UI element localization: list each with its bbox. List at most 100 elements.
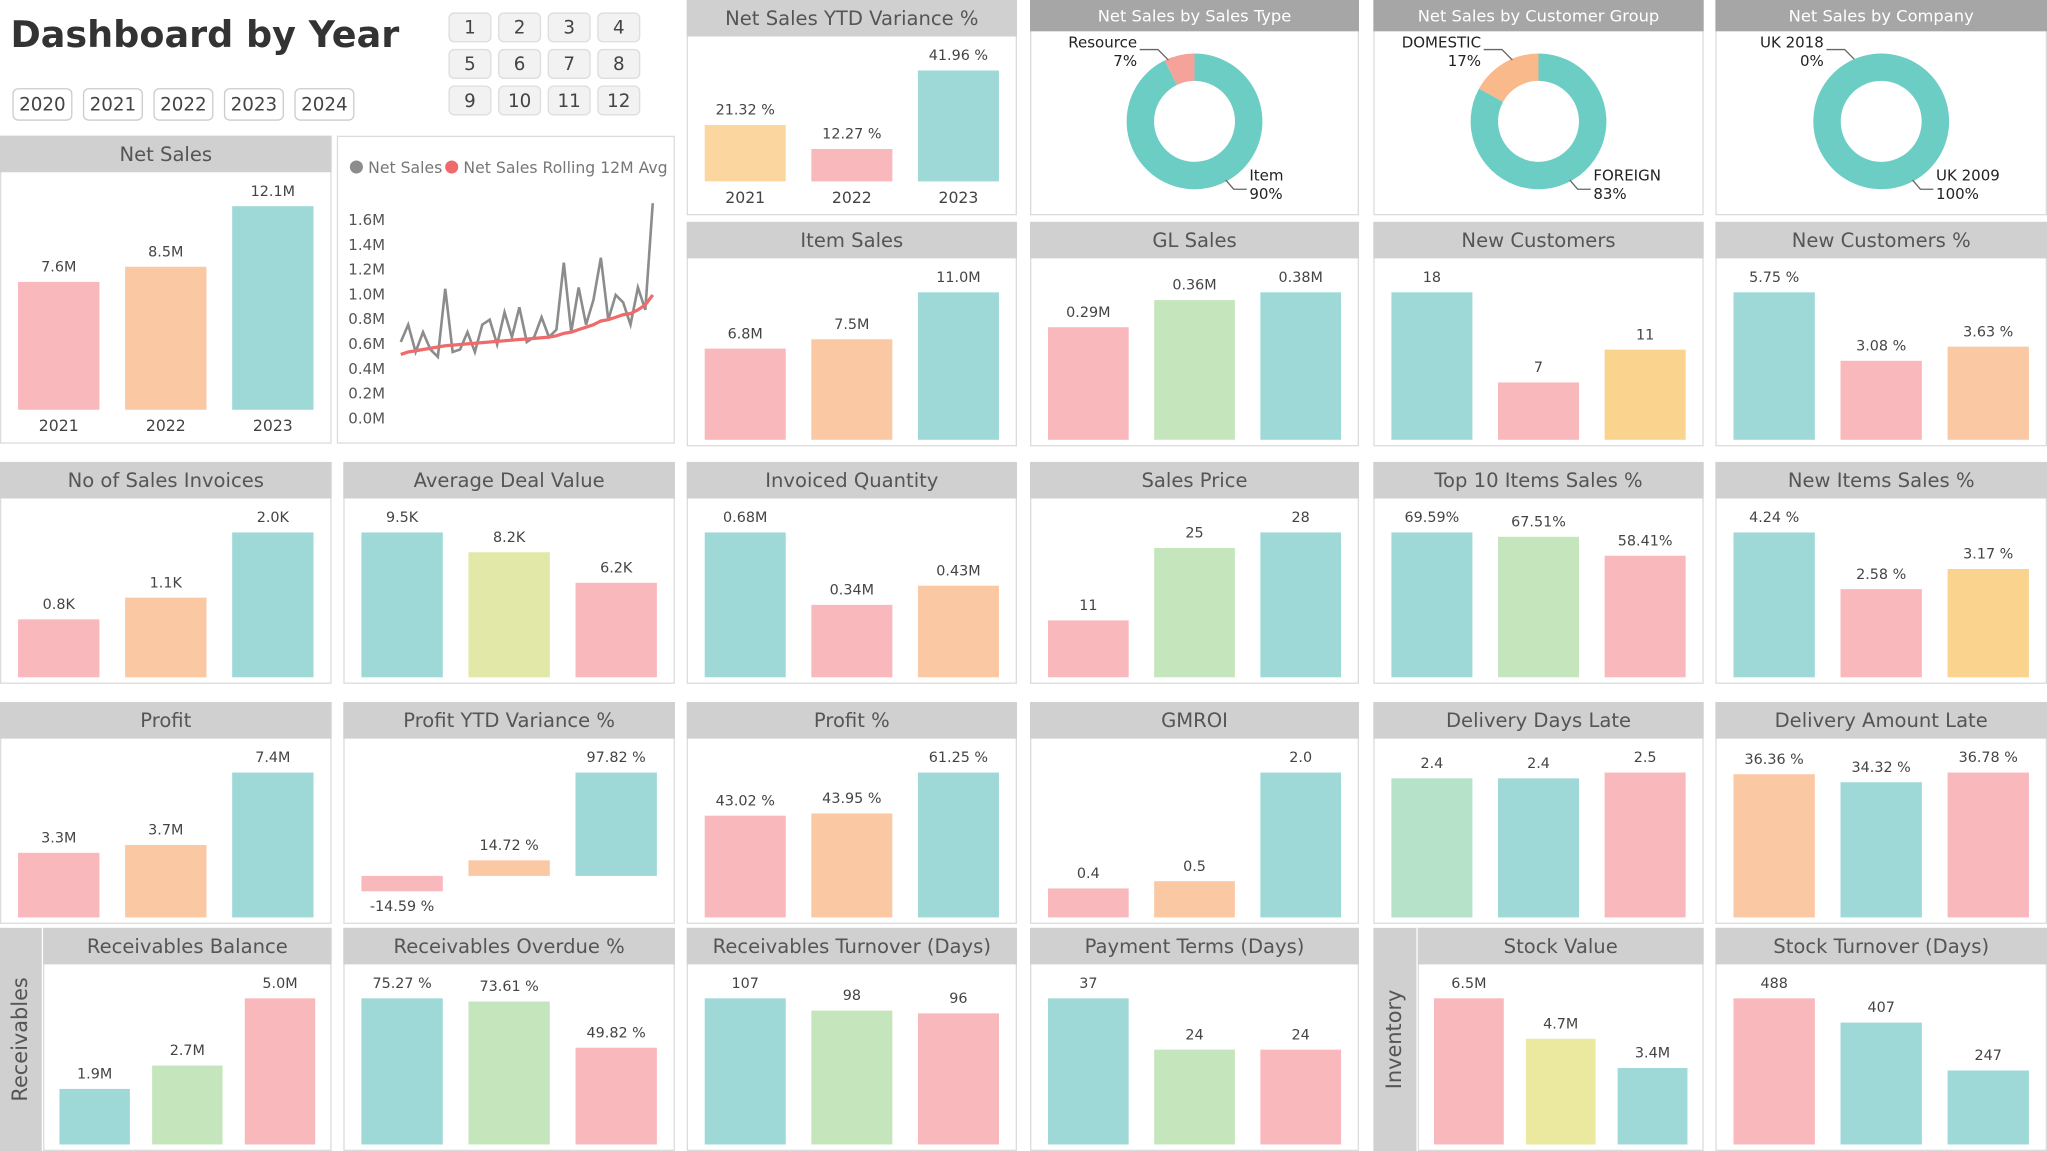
month-button-label[interactable]: 10 [508, 91, 531, 112]
data-label: 96 [949, 991, 967, 1007]
data-label: 67.51% [1511, 514, 1566, 530]
panel-title: Profit [140, 709, 191, 732]
data-label: 8.5M [148, 244, 183, 260]
year-button[interactable] [223, 88, 284, 121]
leader-line [1912, 179, 1934, 190]
month-button-label[interactable]: 5 [464, 54, 476, 75]
month-button-label[interactable]: 2 [514, 18, 526, 39]
bar [1154, 881, 1235, 918]
bar [917, 772, 999, 918]
panel-header [343, 702, 675, 739]
month-button-label[interactable]: 1 [464, 18, 476, 39]
panel-title: Stock Turnover (Days) [1773, 935, 1989, 958]
year-button-label[interactable]: 2024 [301, 95, 348, 116]
y-tick-label: 1.0M [348, 285, 385, 303]
legend-marker [445, 160, 459, 174]
bar [917, 1013, 999, 1145]
data-label: 1.9M [77, 1067, 112, 1083]
bar [811, 813, 893, 918]
month-button-label[interactable]: 4 [613, 18, 625, 39]
month-button[interactable] [498, 48, 542, 79]
month-button[interactable] [448, 12, 492, 43]
month-button[interactable] [547, 48, 591, 79]
bar [1604, 555, 1686, 678]
bar [1617, 1068, 1688, 1145]
data-label: 3.63 % [1963, 324, 2013, 340]
donut-value-label: 90% [1249, 185, 1282, 203]
section-label: Receivables [8, 977, 32, 1101]
bar [704, 125, 786, 182]
bar [1154, 1049, 1235, 1145]
month-button-label[interactable]: 9 [464, 91, 476, 112]
bar [361, 875, 443, 892]
data-label: 24 [1185, 1027, 1203, 1043]
legend-label: Net Sales [368, 158, 442, 177]
data-label: 58.41% [1618, 533, 1673, 549]
data-label: 5.75 % [1749, 270, 1799, 286]
panel-title: Top 10 Items Sales % [1433, 469, 1642, 492]
panel-header [1715, 0, 2047, 32]
data-label: 73.61 % [480, 979, 539, 995]
year-button[interactable] [153, 88, 214, 121]
panel-title: Net Sales by Customer Group [1418, 6, 1660, 25]
data-label: 8.2K [493, 530, 526, 546]
bar [575, 1047, 657, 1145]
year-button-label[interactable]: 2021 [90, 95, 137, 116]
bar [1047, 327, 1129, 440]
data-label: 407 [1868, 1000, 1895, 1016]
month-button-label[interactable]: 3 [563, 18, 575, 39]
x-tick-label: 2023 [939, 188, 979, 207]
year-button[interactable] [12, 88, 73, 121]
year-button-label[interactable]: 2020 [19, 95, 66, 116]
bar [575, 582, 657, 678]
data-label: 97.82 % [587, 750, 646, 766]
month-button[interactable] [597, 48, 641, 79]
month-button[interactable] [597, 85, 641, 116]
year-button[interactable] [294, 88, 355, 121]
donut-value-label: 83% [1593, 185, 1626, 203]
month-button[interactable] [597, 12, 641, 43]
month-button[interactable] [448, 85, 492, 116]
data-label: 41.96 % [929, 48, 988, 64]
bar [1840, 360, 1922, 440]
section-label: Inventory [1382, 990, 1406, 1090]
data-label: 107 [732, 976, 759, 992]
month-button[interactable] [547, 12, 591, 43]
month-button[interactable] [498, 85, 542, 116]
bar [1604, 349, 1686, 440]
month-button-label[interactable]: 12 [607, 91, 630, 112]
data-label: -14.59 % [370, 899, 434, 915]
bar [1260, 772, 1342, 918]
bar [1604, 772, 1686, 918]
month-button-label[interactable]: 7 [563, 54, 575, 75]
panel-title: Profit % [814, 709, 890, 732]
panel-header [1373, 221, 1704, 259]
panel-title: Item Sales [800, 229, 903, 252]
leader-line [1826, 48, 1856, 61]
month-button-label[interactable]: 8 [613, 54, 625, 75]
month-button[interactable] [448, 48, 492, 79]
donut-value-label: 17% [1448, 52, 1481, 70]
leader-line [1225, 179, 1247, 190]
bar [1733, 292, 1815, 440]
data-label: 98 [843, 988, 861, 1004]
month-button[interactable] [547, 85, 591, 116]
y-tick-label: 1.4M [348, 236, 385, 254]
data-label: 2.0K [257, 510, 290, 526]
year-button-label[interactable]: 2022 [160, 95, 207, 116]
month-button-label[interactable]: 6 [514, 54, 526, 75]
panel-header [686, 702, 1017, 739]
bar [704, 532, 786, 678]
month-button[interactable] [498, 12, 542, 43]
month-button-label[interactable]: 11 [558, 91, 581, 112]
x-tick-label: 2021 [39, 416, 79, 435]
data-label: 9.5K [386, 510, 419, 526]
data-label: 21.32 % [716, 103, 775, 119]
year-button[interactable] [82, 88, 143, 121]
bar [468, 1001, 550, 1145]
data-label: 5.0M [262, 976, 297, 992]
bar [1391, 778, 1473, 918]
bar [811, 1010, 893, 1145]
year-button-label[interactable]: 2023 [231, 95, 278, 116]
